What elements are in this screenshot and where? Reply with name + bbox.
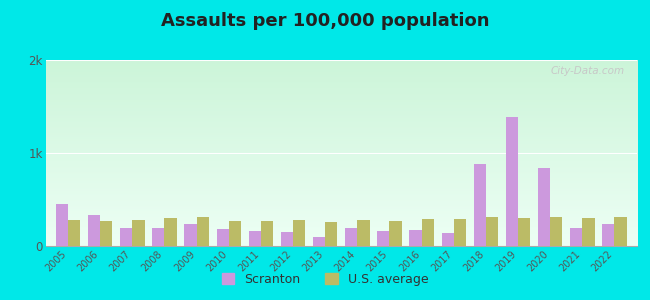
Bar — [389, 221, 402, 246]
Bar — [88, 215, 100, 246]
Bar — [582, 218, 595, 246]
Bar — [185, 224, 196, 246]
Bar — [486, 217, 498, 246]
Bar — [164, 218, 177, 246]
Bar — [281, 232, 293, 246]
Bar — [325, 222, 337, 246]
Bar — [216, 229, 229, 246]
Bar — [441, 233, 454, 246]
Bar — [293, 220, 306, 246]
Text: City-Data.com: City-Data.com — [551, 66, 625, 76]
Bar — [358, 220, 370, 246]
Bar — [345, 228, 358, 246]
Bar — [133, 220, 144, 246]
Bar — [614, 217, 627, 246]
Bar — [261, 221, 273, 246]
Bar — [313, 237, 325, 246]
Bar — [196, 217, 209, 246]
Bar — [152, 228, 164, 246]
Bar — [603, 224, 614, 246]
Bar — [506, 117, 518, 246]
Bar — [100, 221, 112, 246]
Bar — [249, 231, 261, 246]
Bar — [56, 204, 68, 246]
Bar — [68, 220, 80, 246]
Bar — [474, 164, 486, 246]
Bar — [454, 220, 466, 246]
Bar — [550, 217, 562, 246]
Bar — [570, 228, 582, 246]
Legend: Scranton, U.S. average: Scranton, U.S. average — [216, 268, 434, 291]
Bar — [410, 230, 422, 246]
Bar — [377, 231, 389, 246]
Bar — [422, 219, 434, 246]
Bar — [538, 168, 550, 246]
Bar — [518, 218, 530, 246]
Bar — [229, 221, 241, 246]
Text: Assaults per 100,000 population: Assaults per 100,000 population — [161, 12, 489, 30]
Bar — [120, 228, 133, 246]
